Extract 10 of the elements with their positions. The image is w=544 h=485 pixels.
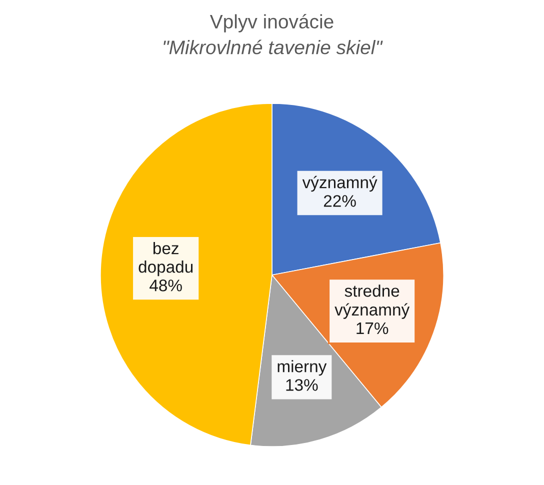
data-label: 48% xyxy=(150,280,182,292)
slice-label: mierny xyxy=(278,360,327,376)
data-label: 17% xyxy=(356,322,388,334)
data-label: 22% xyxy=(324,195,356,207)
slice-label: bez dopadu xyxy=(138,242,193,276)
chart-subtitle: "Mikrovlnné tavenie skiel" xyxy=(164,40,383,54)
chart-title: Vplyv inovácie xyxy=(210,14,334,32)
slice-label: stredne významný xyxy=(334,284,410,319)
data-label: 13% xyxy=(286,379,318,391)
slice-label: významný xyxy=(302,176,378,192)
